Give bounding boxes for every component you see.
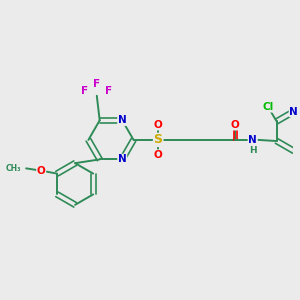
Text: N: N	[118, 115, 127, 125]
Text: CH₃: CH₃	[5, 164, 21, 173]
Text: O: O	[154, 150, 163, 160]
Text: N: N	[118, 154, 127, 164]
Text: N: N	[289, 106, 298, 116]
Text: F: F	[105, 86, 112, 96]
Text: F: F	[93, 79, 100, 88]
Text: F: F	[81, 86, 88, 96]
Text: N: N	[248, 135, 257, 145]
Text: O: O	[154, 120, 163, 130]
Text: S: S	[154, 134, 163, 146]
Text: Cl: Cl	[262, 102, 274, 112]
Text: O: O	[231, 120, 240, 130]
Text: H: H	[249, 146, 256, 155]
Text: O: O	[37, 166, 46, 176]
